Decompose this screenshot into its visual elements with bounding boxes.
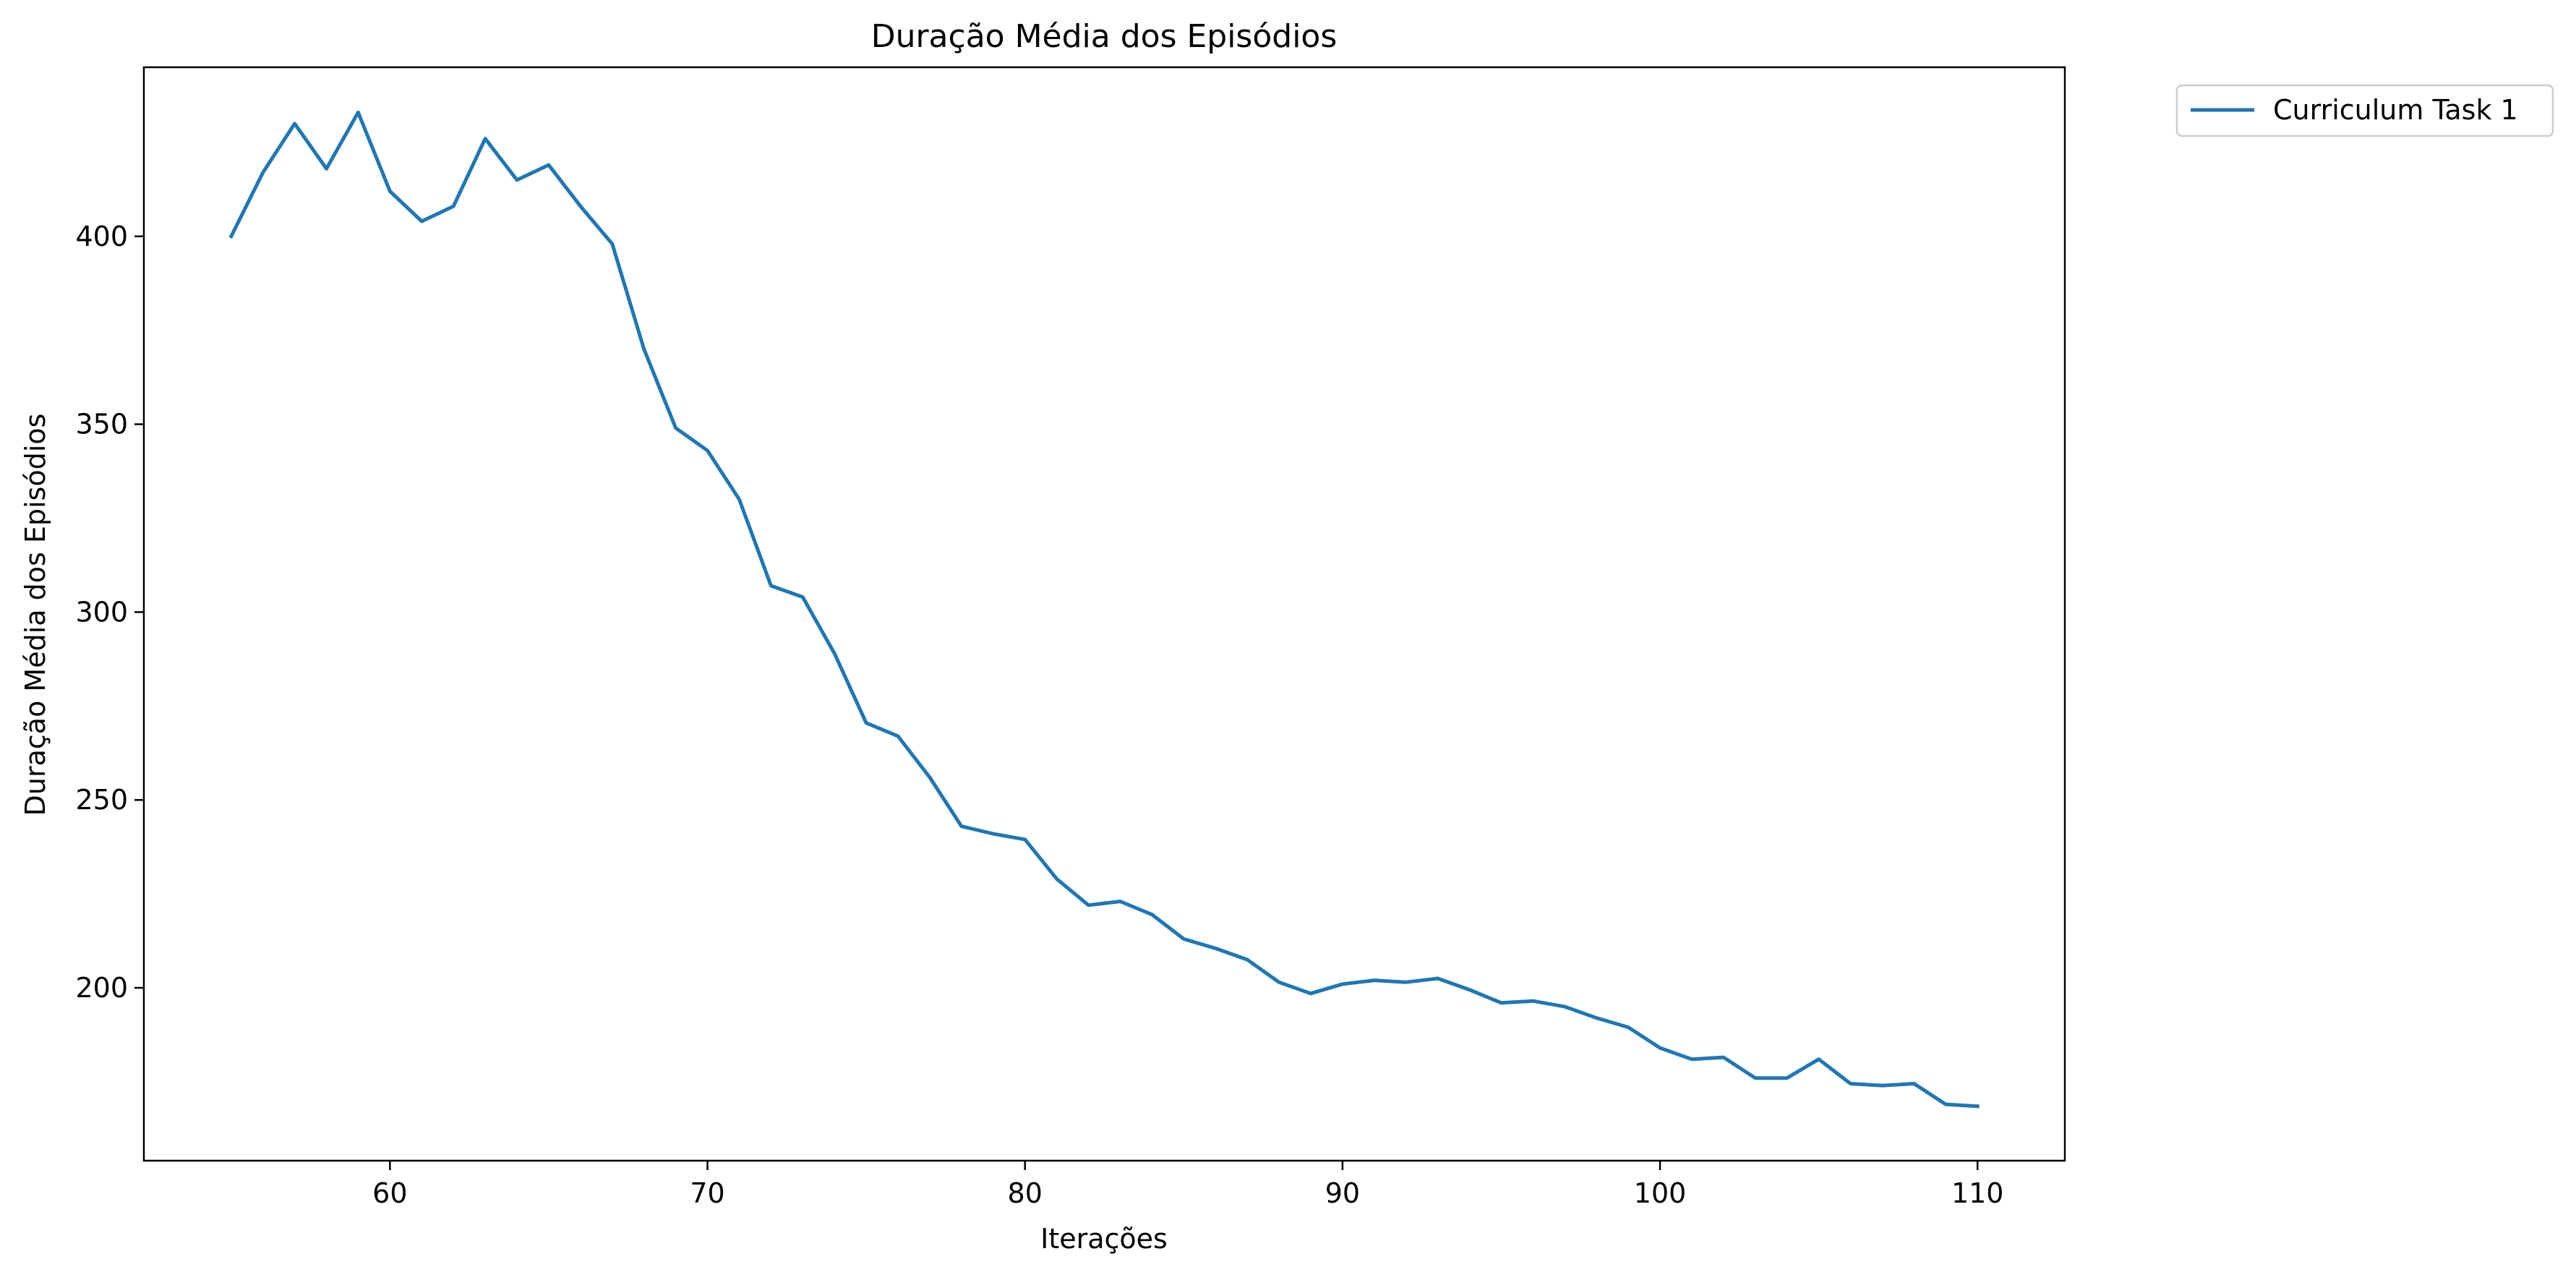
- x-tick-label: 70: [690, 1177, 724, 1209]
- x-axis-label: Iterações: [1040, 1223, 1168, 1255]
- x-tick-label: 110: [1951, 1177, 2004, 1209]
- x-tick-label: 100: [1634, 1177, 1687, 1209]
- y-axis-label: Duração Média dos Episódios: [20, 414, 51, 816]
- y-tick-label: 200: [75, 972, 128, 1004]
- chart-title: Duração Média dos Episódios: [871, 18, 1338, 55]
- legend-label: Curriculum Task 1: [2273, 94, 2518, 126]
- series-line-0: [228, 110, 1980, 1109]
- y-tick-label: 400: [75, 221, 128, 252]
- x-tick-label: 90: [1325, 1177, 1360, 1209]
- x-axis-ticks: 60 70 80 90 100 110: [372, 1161, 2003, 1209]
- y-tick-label: 300: [75, 596, 128, 628]
- plot-series: [228, 110, 1980, 1109]
- x-tick-label: 80: [1008, 1177, 1043, 1209]
- legend-box: [2175, 84, 2554, 137]
- y-tick-label: 350: [75, 409, 128, 440]
- y-axis-ticks: 200 250 300 350 400: [75, 221, 144, 1004]
- y-tick-label: 250: [75, 784, 128, 816]
- plot-frame: [142, 66, 2066, 1162]
- legend: Curriculum Task 1: [2175, 84, 2554, 137]
- x-tick-label: 60: [372, 1177, 407, 1209]
